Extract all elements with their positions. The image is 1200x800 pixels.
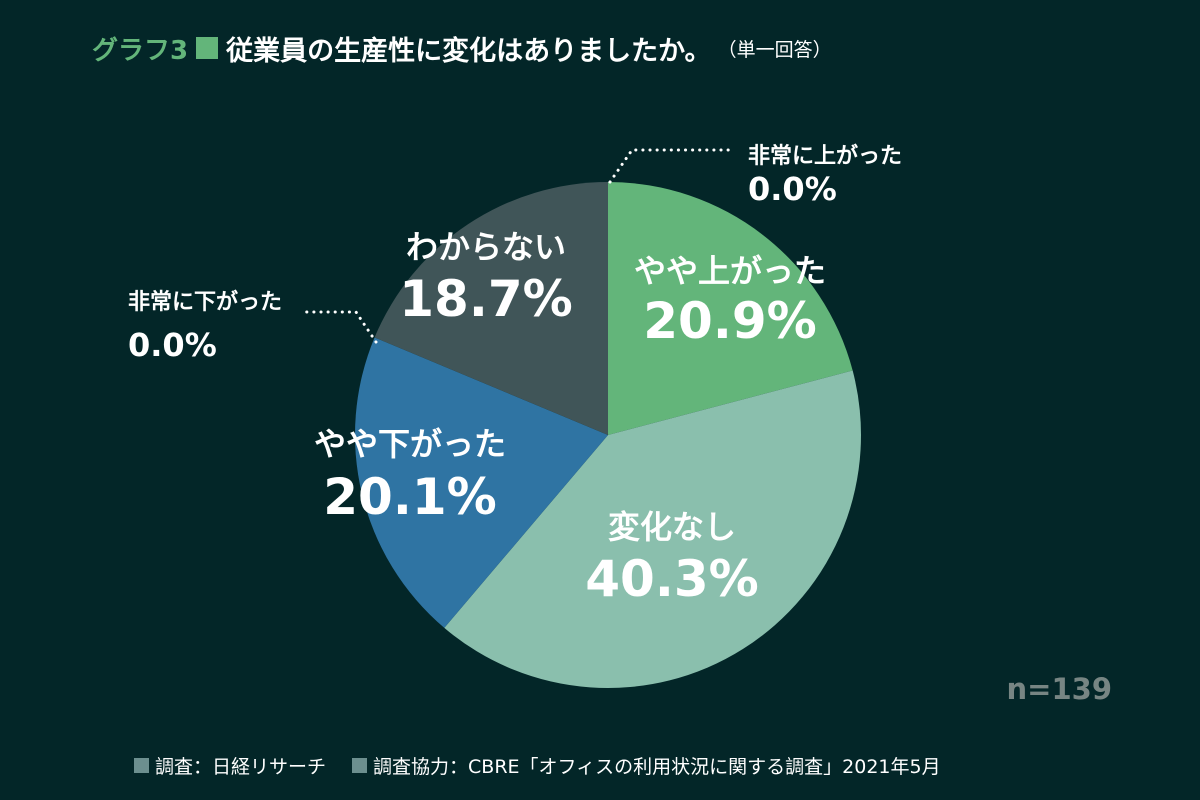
slice-value-label: 0.0% — [128, 326, 217, 364]
slice-label: わからない — [406, 228, 566, 266]
sample-size-label: n=139 — [1006, 672, 1112, 706]
slice-label: 変化なし — [608, 508, 736, 546]
pie-slice — [354, 337, 608, 628]
slice-value-label: 20.1% — [323, 468, 496, 526]
chart-title: 従業員の生産性に変化はありましたか。 — [226, 35, 712, 67]
pie-slice — [374, 181, 608, 435]
footer: 調査：日経リサーチ 調査協力：CBRE「オフィスの利用状況に関する調査」2021… — [134, 752, 967, 779]
slice-value-label: 0.0% — [748, 170, 837, 208]
pie-slice — [608, 182, 853, 435]
slice-label: やや下がった — [314, 425, 506, 463]
slice-label: 非常に上がった — [748, 143, 902, 169]
chart-subtitle: （単一回答） — [717, 38, 832, 61]
footer-source-text: 調査：日経リサーチ — [155, 756, 327, 778]
slice-label: やや上がった — [634, 252, 826, 290]
leader-line — [608, 148, 732, 184]
title-row: グラフ3 従業員の生産性に変化はありましたか。 （単一回答） — [92, 28, 832, 68]
title-square-icon — [196, 37, 219, 59]
footer-cooperation-text: 調査協力：CBRE「オフィスの利用状況に関する調査」2021年5月 — [373, 756, 941, 778]
slice-label: 非常に下がった — [128, 289, 282, 315]
pie-slice — [444, 370, 861, 689]
slice-value-label: 18.7% — [399, 270, 572, 328]
footer-cooperation: 調査協力：CBRE「オフィスの利用状況に関する調査」2021年5月 — [352, 752, 941, 779]
pie-labels: 非常に上がった0.0%やや上がった20.9%変化なし40.3%やや下がった20.… — [128, 143, 902, 608]
slice-value-label: 20.9% — [643, 292, 816, 350]
pie-slices — [354, 181, 861, 689]
footer-square-icon — [352, 758, 368, 773]
footer-source: 調査：日経リサーチ — [134, 752, 326, 779]
slice-value-label: 40.3% — [585, 550, 758, 608]
leader-line — [300, 310, 378, 344]
graph-number-label: グラフ3 — [92, 35, 189, 66]
footer-square-icon — [134, 758, 149, 773]
